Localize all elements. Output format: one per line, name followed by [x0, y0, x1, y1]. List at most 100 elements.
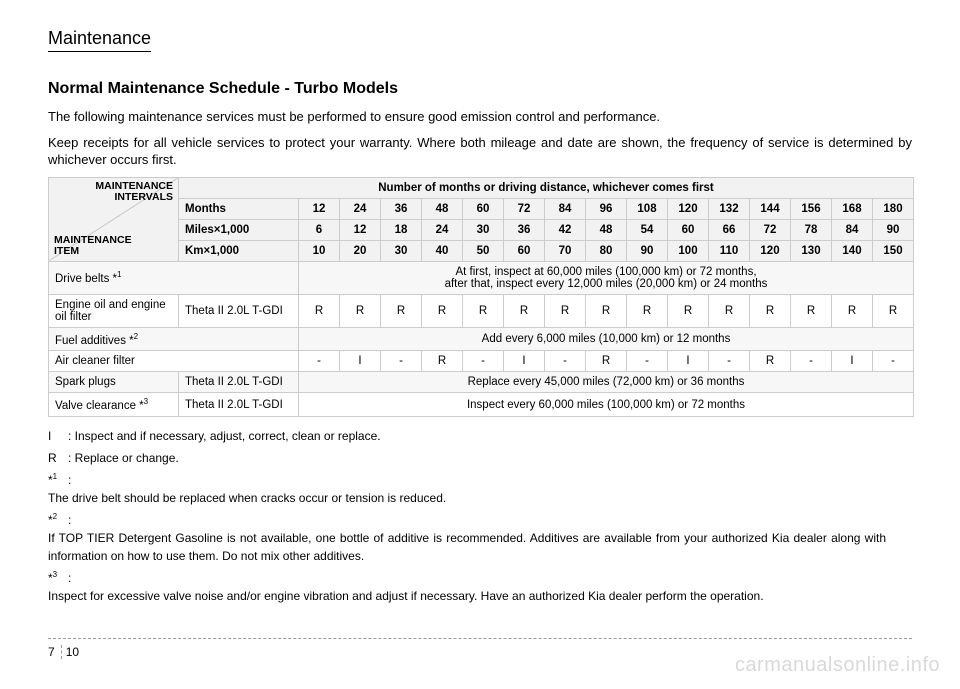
maintenance-item: Drive belts *1 — [49, 261, 299, 294]
fn-i: Inspect and if necessary, adjust, correc… — [75, 429, 381, 443]
cell-value: R — [709, 294, 750, 327]
interval-value: 12 — [299, 198, 340, 219]
interval-value: 90 — [873, 219, 914, 240]
interval-value: 24 — [340, 198, 381, 219]
interval-value: 72 — [750, 219, 791, 240]
hdr-intervals-1: MAINTENANCE — [95, 180, 173, 192]
cell-value: I — [504, 351, 545, 372]
cell-value: I — [832, 351, 873, 372]
cell-value: I — [668, 351, 709, 372]
interval-value: 150 — [873, 240, 914, 261]
cell-value: - — [791, 351, 832, 372]
interval-value: 48 — [586, 219, 627, 240]
fn-3: Inspect for excessive valve noise and/or… — [48, 587, 886, 605]
interval-value: 60 — [463, 198, 504, 219]
cell-value: R — [750, 294, 791, 327]
hdr-intervals-2: INTERVALS — [114, 191, 173, 203]
cell-value: R — [340, 294, 381, 327]
interval-value: 36 — [381, 198, 422, 219]
footnotes: I: Inspect and if necessary, adjust, cor… — [48, 427, 912, 605]
interval-value: 108 — [627, 198, 668, 219]
engine-spec: Theta II 2.0L T-GDI — [179, 393, 299, 417]
maintenance-item: Spark plugs — [49, 372, 179, 393]
cell-value: R — [299, 294, 340, 327]
interval-value: 60 — [504, 240, 545, 261]
interval-value: 12 — [340, 219, 381, 240]
interval-value: 6 — [299, 219, 340, 240]
interval-value: 24 — [422, 219, 463, 240]
page-chapter: 7 — [48, 645, 62, 659]
engine-spec: Theta II 2.0L T-GDI — [179, 294, 299, 327]
interval-value: 30 — [381, 240, 422, 261]
section-title: Maintenance — [48, 28, 151, 52]
cell-value: R — [627, 294, 668, 327]
interval-value: 120 — [750, 240, 791, 261]
interval-value: 54 — [627, 219, 668, 240]
fn-2: If TOP TIER Detergent Gasoline is not av… — [48, 529, 886, 565]
maintenance-item: Fuel additives *2 — [49, 327, 299, 351]
maintenance-item: Air cleaner filter — [49, 351, 299, 372]
interval-value: 110 — [709, 240, 750, 261]
span-note: Add every 6,000 miles (10,000 km) or 12 … — [299, 327, 914, 351]
cell-value: R — [873, 294, 914, 327]
cell-value: R — [586, 351, 627, 372]
row-label: Months — [179, 198, 299, 219]
interval-value: 50 — [463, 240, 504, 261]
fn-lbl-3: *3 — [48, 569, 68, 587]
interval-value: 144 — [750, 198, 791, 219]
interval-value: 30 — [463, 219, 504, 240]
interval-value: 130 — [791, 240, 832, 261]
watermark: carmanualsonline.info — [735, 654, 940, 677]
interval-value: 18 — [381, 219, 422, 240]
number-header: Number of months or driving distance, wh… — [179, 177, 914, 198]
cell-value: R — [791, 294, 832, 327]
cell-value: - — [873, 351, 914, 372]
interval-value: 100 — [668, 240, 709, 261]
cell-value: - — [463, 351, 504, 372]
cell-value: R — [422, 351, 463, 372]
interval-value: 132 — [709, 198, 750, 219]
cell-value: R — [832, 294, 873, 327]
cell-value: - — [627, 351, 668, 372]
row-label: Miles×1,000 — [179, 219, 299, 240]
interval-value: 60 — [668, 219, 709, 240]
engine-spec: Theta II 2.0L T-GDI — [179, 372, 299, 393]
interval-value: 70 — [545, 240, 586, 261]
interval-value: 156 — [791, 198, 832, 219]
cell-value: R — [668, 294, 709, 327]
interval-value: 90 — [627, 240, 668, 261]
maintenance-item: Engine oil and engine oil filter — [49, 294, 179, 327]
span-note: At first, inspect at 60,000 miles (100,0… — [299, 261, 914, 294]
interval-value: 120 — [668, 198, 709, 219]
cell-value: R — [586, 294, 627, 327]
cell-value: - — [299, 351, 340, 372]
interval-value: 180 — [873, 198, 914, 219]
maintenance-item: Valve clearance *3 — [49, 393, 179, 417]
cell-value: - — [381, 351, 422, 372]
main-title: Normal Maintenance Schedule - Turbo Mode… — [48, 80, 912, 98]
intro-2: Keep receipts for all vehicle services t… — [48, 134, 912, 169]
row-label: Km×1,000 — [179, 240, 299, 261]
fn-lbl-r: R — [48, 449, 68, 467]
cell-value: R — [504, 294, 545, 327]
interval-value: 96 — [586, 198, 627, 219]
page-number: 10 — [66, 645, 79, 659]
header-diagonal: MAINTENANCE INTERVALS MAINTENANCE ITEM — [49, 177, 179, 261]
fn-r: Replace or change. — [75, 451, 179, 465]
maintenance-table: MAINTENANCE INTERVALS MAINTENANCE ITEM N… — [48, 177, 914, 418]
interval-value: 80 — [586, 240, 627, 261]
cell-value: R — [545, 294, 586, 327]
footer-rule — [48, 638, 912, 639]
intro-1: The following maintenance services must … — [48, 108, 912, 126]
hdr-item-2: ITEM — [54, 245, 79, 257]
interval-value: 78 — [791, 219, 832, 240]
interval-value: 66 — [709, 219, 750, 240]
page-footer: 7 10 — [48, 645, 79, 659]
interval-value: 36 — [504, 219, 545, 240]
interval-value: 84 — [832, 219, 873, 240]
interval-value: 40 — [422, 240, 463, 261]
span-note: Inspect every 60,000 miles (100,000 km) … — [299, 393, 914, 417]
cell-value: - — [709, 351, 750, 372]
interval-value: 140 — [832, 240, 873, 261]
interval-value: 84 — [545, 198, 586, 219]
